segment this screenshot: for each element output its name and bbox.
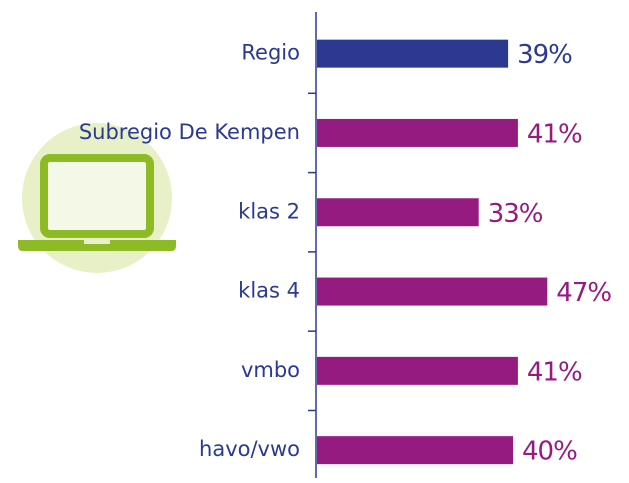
- category-label: havo/vwo: [199, 437, 300, 461]
- value-label: 41%: [527, 119, 582, 149]
- bar: [317, 39, 509, 68]
- bar: [317, 118, 518, 147]
- bar: [317, 436, 513, 465]
- value-label: 33%: [488, 199, 543, 229]
- category-label: Regio: [241, 41, 300, 65]
- value-label: 40%: [522, 437, 577, 467]
- category-label: Subregio De Kempen: [79, 120, 300, 144]
- value-label: 39%: [517, 40, 572, 70]
- category-label: klas 4: [238, 279, 300, 303]
- bar: [317, 198, 479, 227]
- category-label: vmbo: [241, 358, 300, 382]
- bar: [317, 277, 548, 306]
- laptop-icon: [18, 123, 176, 273]
- bar: [317, 356, 518, 385]
- value-label: 41%: [527, 357, 582, 387]
- value-label: 47%: [556, 278, 611, 308]
- category-label: klas 2: [238, 199, 300, 223]
